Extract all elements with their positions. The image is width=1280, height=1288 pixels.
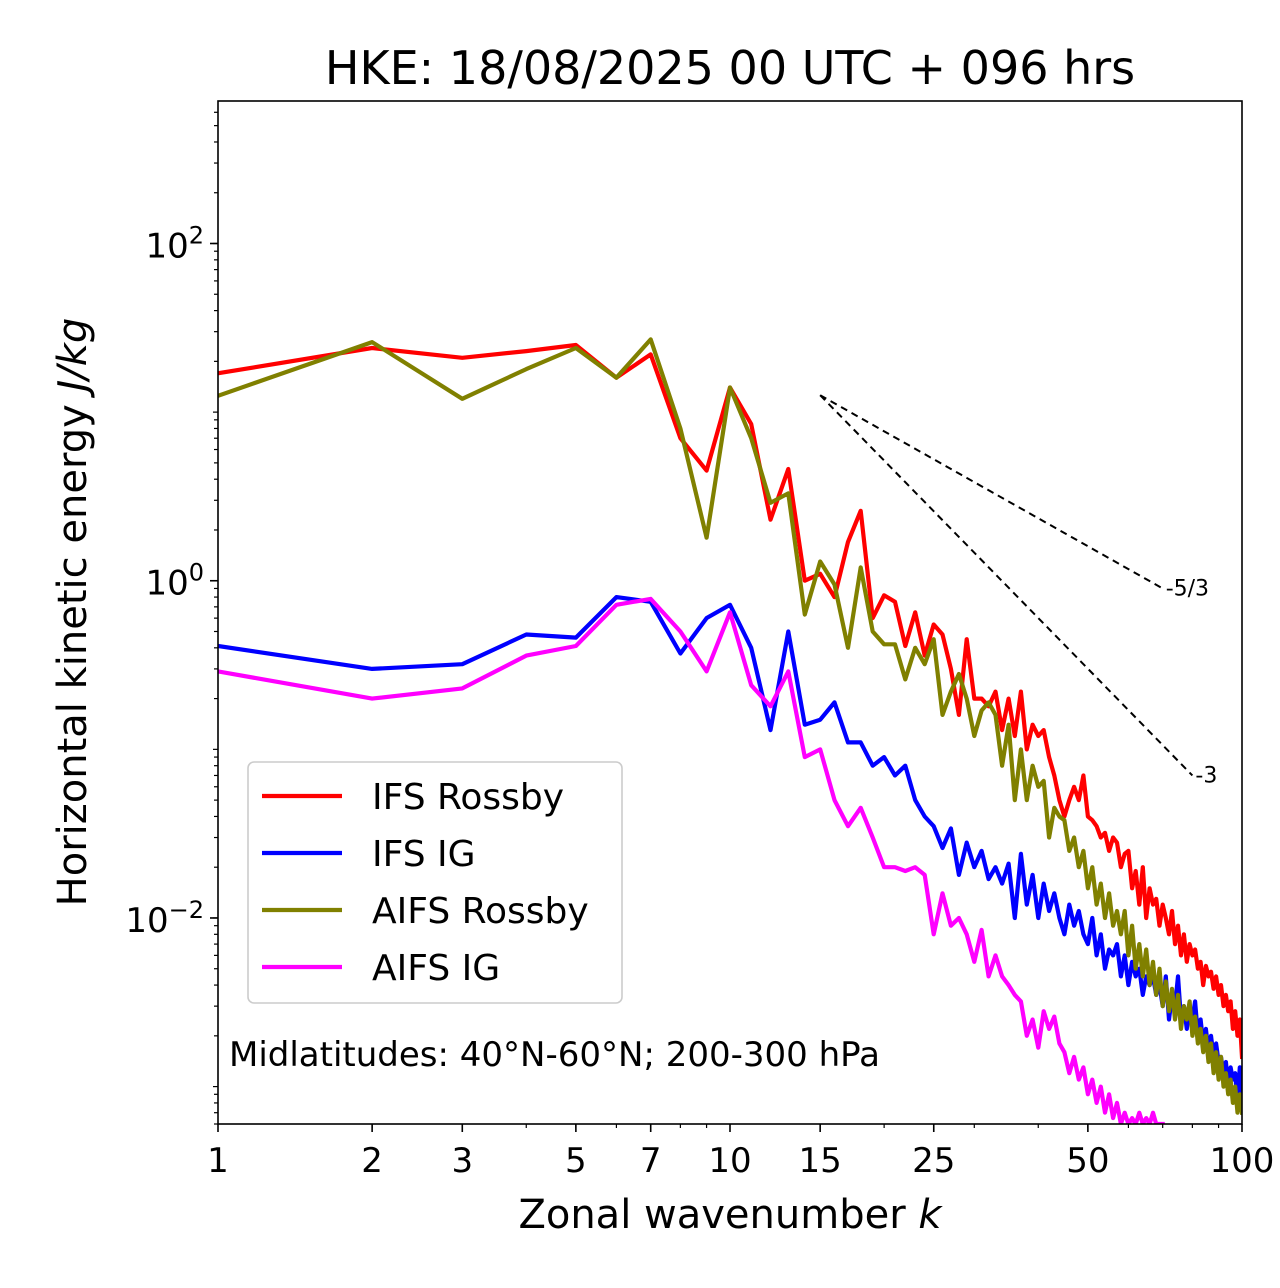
y-tick-base: 10	[125, 901, 168, 941]
series-line-aifs-rossby	[218, 337, 1242, 1116]
x-tick-label: 100	[1210, 1141, 1275, 1181]
region-annotation: Midlatitudes: 40°N-60°N; 200-300 hPa	[229, 1035, 880, 1075]
y-tick-exponent: 2	[189, 221, 204, 249]
y-tick-label: 102	[145, 221, 204, 266]
y-tick-base: 10	[145, 564, 188, 604]
y-tick-label: 10−2	[125, 896, 204, 941]
y-axis-label-text: Horizontal kinetic energy	[50, 404, 96, 906]
x-axis-label-text: Zonal wavenumber	[518, 1192, 906, 1238]
x-tick-label: 1	[207, 1141, 229, 1181]
reference-slope-line	[819, 394, 1194, 777]
y-tick-exponent: 0	[189, 559, 204, 587]
chart-title: HKE: 18/08/2025 00 UTC + 096 hrs	[325, 41, 1135, 95]
legend-items: IFS Rossby IFS IG AIFS Rossby AIFS IG	[262, 777, 589, 989]
x-tick-label: 25	[912, 1141, 955, 1181]
x-tick-label: 5	[565, 1141, 587, 1181]
legend-label: AIFS IG	[372, 948, 500, 989]
reference-slope-line	[819, 394, 1164, 590]
legend-label: IFS Rossby	[372, 777, 564, 818]
reference-lines: -5/3 -3	[819, 394, 1217, 788]
series-line-ifs-rossby	[218, 342, 1242, 1060]
x-axis-ticks: 1 2 3 5 7 10 15 25 50 100	[207, 1124, 1274, 1181]
x-tick-label: 15	[799, 1141, 842, 1181]
reference-slope-label: -3	[1195, 763, 1217, 788]
reference-slope-label: -5/3	[1166, 576, 1209, 601]
x-tick-label: 50	[1066, 1141, 1109, 1181]
legend-label: IFS IG	[372, 834, 476, 875]
x-tick-label: 10	[708, 1141, 751, 1181]
x-tick-label: 3	[451, 1141, 473, 1181]
x-axis-label-var: k	[918, 1192, 943, 1238]
y-tick-label: 100	[145, 559, 204, 604]
plot-frame	[217, 100, 1243, 1125]
y-tick-base: 10	[145, 226, 188, 266]
x-tick-label: 2	[361, 1141, 383, 1181]
y-tick-exponent: −2	[169, 896, 204, 924]
series-line-aifs-ig	[218, 596, 1165, 1124]
x-tick-label: 7	[640, 1141, 662, 1181]
y-axis-label-unit: J/kg	[50, 318, 96, 399]
y-axis-label: Horizontal kinetic energy J/kg	[50, 318, 96, 907]
legend-box	[247, 761, 623, 1004]
x-axis-label: Zonal wavenumber k	[518, 1192, 943, 1238]
legend: IFS Rossby IFS IG AIFS Rossby AIFS IG	[247, 761, 623, 1004]
series-layer	[218, 337, 1242, 1124]
legend-label: AIFS Rossby	[372, 891, 589, 932]
